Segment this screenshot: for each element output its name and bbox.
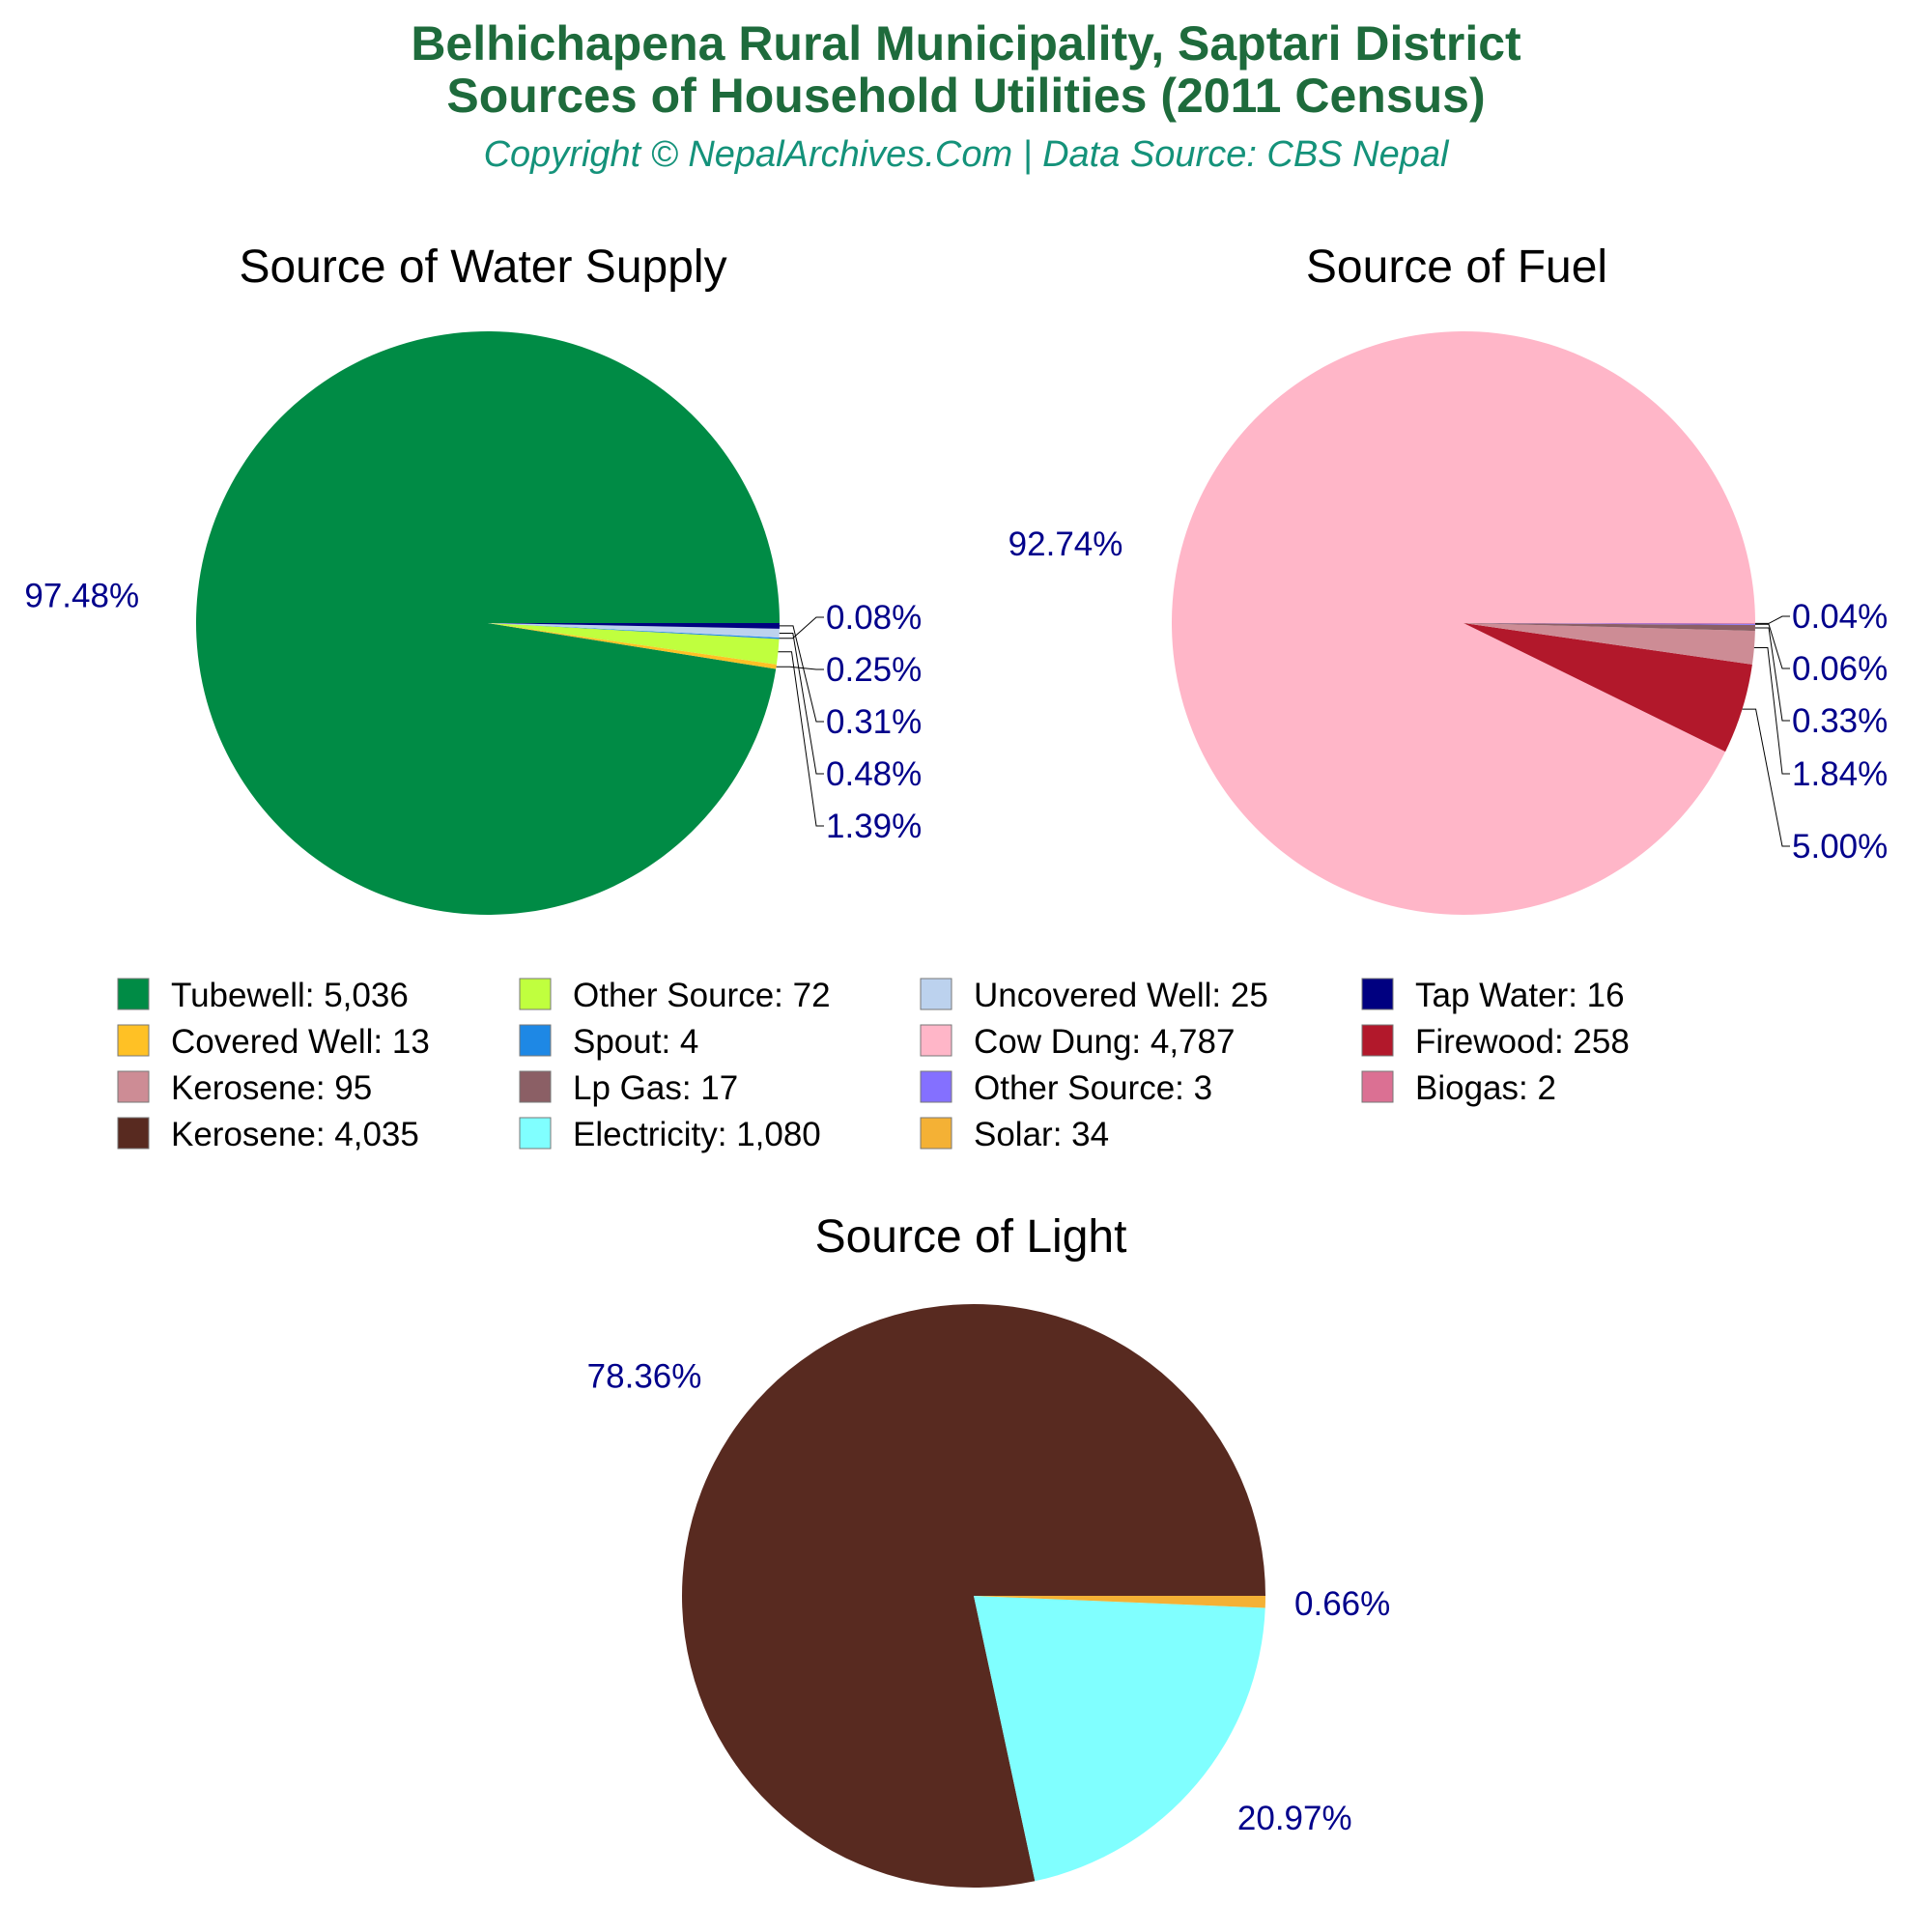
water-leader-line-spout	[779, 616, 824, 639]
water-pct-label-spout: 0.08%	[826, 599, 922, 637]
figure-title-line2: Sources of Household Utilities (2011 Cen…	[446, 69, 1485, 123]
water-slice-other-source	[488, 623, 780, 665]
fuel-pct-label-firewood: 5.00%	[1792, 828, 1888, 866]
light-pct-label-kerosene: 78.36%	[587, 1358, 702, 1396]
legend-label-2: Uncovered Well: 25	[974, 977, 1268, 1014]
legend-swatch-4	[117, 1024, 150, 1057]
fuel-leader-line-other-source	[1755, 623, 1790, 669]
water-leader-line-other-source	[778, 651, 824, 827]
fuel-leader-line-biogas	[1755, 615, 1790, 624]
light-slice-solar	[974, 1596, 1265, 1608]
legend-label-0: Tubewell: 5,036	[171, 977, 409, 1014]
legend-swatch-3	[1361, 978, 1394, 1010]
chart-legend: Tubewell: 5,036 Other Source: 72 Uncovered…	[117, 977, 1630, 1153]
light-chart-title: Source of Light	[815, 1211, 1127, 1263]
water-leader-line-uncovered-well	[779, 633, 824, 775]
legend-label-5: Spout: 4	[573, 1023, 698, 1061]
water-slice-covered-well	[488, 623, 777, 669]
water-slice-tubewell	[196, 330, 780, 915]
water-leader-line-tap-water	[780, 625, 824, 723]
legend-swatch-7	[1361, 1024, 1394, 1057]
light-pct-label-solar: 0.66%	[1294, 1585, 1390, 1623]
fuel-pct-label-other-source: 0.06%	[1792, 650, 1888, 688]
fuel-slice-other-source	[1463, 623, 1755, 625]
fuel-slice-firewood	[1463, 623, 1752, 753]
legend-swatch-2	[920, 978, 952, 1010]
legend-swatch-9	[519, 1070, 552, 1103]
fuel-leader-line-kerosene	[1753, 647, 1790, 775]
fuel-pct-label-biogas: 0.04%	[1792, 598, 1888, 636]
fuel-source-pie: 92.74% 0.04% 0.06% 0.33% 1.84% 5.00%	[1009, 330, 1888, 915]
legend-swatch-6	[920, 1024, 952, 1057]
legend-label-11: Biogas: 2	[1415, 1069, 1556, 1107]
legend-label-12: Kerosene: 4,035	[171, 1116, 419, 1153]
water-leader-line-covered-well	[776, 666, 824, 670]
water-slice-tap-water	[488, 623, 780, 629]
legend-swatch-0	[117, 978, 150, 1010]
light-slice-kerosene	[682, 1304, 1265, 1889]
legend-label-13: Electricity: 1,080	[573, 1116, 821, 1153]
legend-swatch-10	[920, 1070, 952, 1103]
water-slice-spout	[488, 623, 780, 639]
water-slice-uncovered-well	[488, 623, 780, 639]
fuel-leader-line-lp-gas	[1755, 627, 1790, 722]
water-pct-label-other-source: 1.39%	[826, 808, 922, 845]
figure-subtitle: Copyright © NepalArchives.Com | Data Sou…	[484, 134, 1450, 175]
legend-swatch-8	[117, 1070, 150, 1103]
water-pct-label-uncovered-well: 0.48%	[826, 755, 922, 793]
water-pct-label-covered-well: 0.25%	[826, 651, 922, 689]
light-slice-electricity	[974, 1596, 1265, 1882]
water-supply-pie: 97.48% 0.08% 0.25% 0.31% 0.48% 1.39%	[24, 330, 922, 915]
water-chart-title: Source of Water Supply	[239, 242, 726, 293]
legend-label-6: Cow Dung: 4,787	[974, 1023, 1235, 1061]
legend-label-14: Solar: 34	[974, 1116, 1109, 1153]
fuel-slice-biogas	[1463, 623, 1755, 624]
fuel-slice-kerosene	[1463, 623, 1755, 665]
legend-label-10: Other Source: 3	[974, 1069, 1212, 1107]
fuel-pct-label-lp-gas: 0.33%	[1792, 702, 1888, 740]
legend-swatch-12	[117, 1117, 150, 1150]
legend-swatch-1	[519, 978, 552, 1010]
fuel-slice-lp-gas	[1463, 623, 1755, 632]
fuel-slice-cow-dung	[1172, 330, 1755, 915]
legend-swatch-14	[920, 1117, 952, 1150]
legend-swatch-5	[519, 1024, 552, 1057]
legend-label-9: Lp Gas: 17	[573, 1069, 738, 1107]
legend-label-3: Tap Water: 16	[1415, 977, 1625, 1014]
light-source-pie: 78.36% 20.97% 0.66%	[587, 1304, 1390, 1889]
legend-label-4: Covered Well: 13	[171, 1023, 430, 1061]
figure-title-line1: Belhichapena Rural Municipality, Saptari…	[411, 16, 1521, 71]
water-pct-label-tubewell: 97.48%	[24, 577, 139, 614]
legend-swatch-13	[519, 1117, 552, 1150]
legend-swatch-11	[1361, 1070, 1394, 1103]
fuel-pct-label-kerosene: 1.84%	[1792, 755, 1888, 793]
legend-label-8: Kerosene: 95	[171, 1069, 372, 1107]
legend-label-7: Firewood: 258	[1415, 1023, 1630, 1061]
fuel-pct-label-cow-dung: 92.74%	[1009, 526, 1123, 563]
light-pct-label-electricity: 20.97%	[1237, 1800, 1352, 1837]
water-pct-label-tap-water: 0.31%	[826, 703, 922, 741]
fuel-leader-line-firewood	[1742, 708, 1790, 847]
fuel-chart-title: Source of Fuel	[1306, 242, 1607, 293]
legend-label-1: Other Source: 72	[573, 977, 831, 1014]
